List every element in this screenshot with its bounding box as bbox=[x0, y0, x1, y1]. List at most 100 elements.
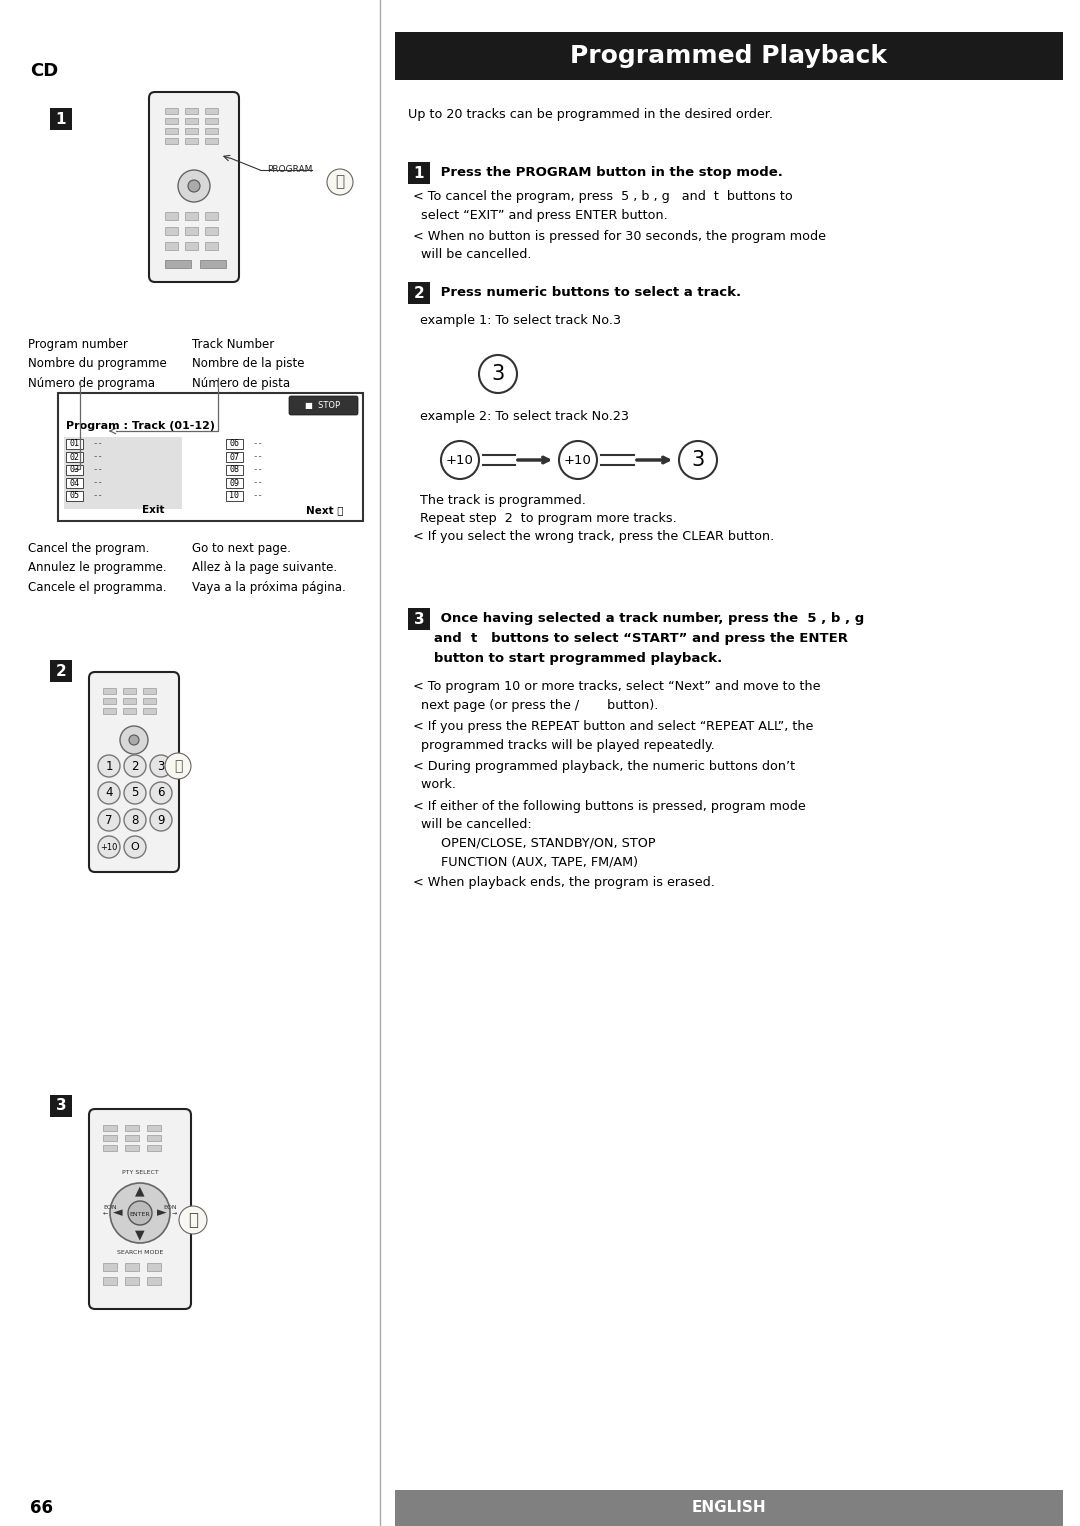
Text: < During programmed playback, the numeric buttons don’t
  work.: < During programmed playback, the numeri… bbox=[413, 760, 795, 792]
Text: 1: 1 bbox=[105, 760, 112, 772]
Bar bbox=[205, 137, 218, 143]
Bar bbox=[395, 32, 1063, 79]
Bar bbox=[125, 1144, 139, 1151]
Bar bbox=[226, 439, 243, 449]
Text: Up to 20 tracks can be programmed in the desired order.: Up to 20 tracks can be programmed in the… bbox=[408, 108, 773, 121]
Text: 07: 07 bbox=[229, 453, 240, 461]
Bar bbox=[123, 688, 136, 694]
Text: Cancel the program.
Annulez le programme.
Cancele el programma.: Cancel the program. Annulez le programme… bbox=[28, 542, 166, 594]
Text: --: -- bbox=[252, 453, 262, 461]
Text: < If you press the REPEAT button and select “REPEAT ALL”, the
  programmed track: < If you press the REPEAT button and sel… bbox=[413, 720, 813, 751]
Text: Go to next page.
Allez à la page suivante.
Vaya a la próxima página.: Go to next page. Allez à la page suivant… bbox=[192, 542, 346, 594]
Text: +10: +10 bbox=[564, 453, 592, 467]
Circle shape bbox=[129, 1201, 152, 1225]
Bar bbox=[123, 708, 136, 714]
Text: PROGRAM: PROGRAM bbox=[267, 165, 312, 174]
Text: ▼: ▼ bbox=[135, 1228, 145, 1242]
Text: --: -- bbox=[92, 439, 103, 449]
Circle shape bbox=[98, 836, 120, 858]
Bar bbox=[123, 697, 136, 703]
Text: --: -- bbox=[92, 465, 103, 475]
Text: 06: 06 bbox=[229, 439, 240, 449]
Bar bbox=[205, 243, 218, 250]
Text: < To program 10 or more tracks, select “Next” and move to the
  next page (or pr: < To program 10 or more tracks, select “… bbox=[413, 681, 821, 711]
Circle shape bbox=[124, 809, 146, 832]
Text: CD: CD bbox=[30, 63, 58, 79]
Bar bbox=[395, 1489, 1063, 1526]
Bar bbox=[147, 1277, 161, 1285]
Text: --: -- bbox=[92, 479, 103, 487]
Text: 03: 03 bbox=[69, 465, 80, 475]
Text: EON
→: EON → bbox=[163, 1204, 177, 1215]
Bar bbox=[66, 452, 83, 462]
Text: ▲: ▲ bbox=[135, 1184, 145, 1198]
Bar bbox=[185, 118, 198, 124]
Text: ENTER: ENTER bbox=[130, 1212, 150, 1216]
Bar bbox=[64, 436, 183, 510]
Text: 2: 2 bbox=[56, 664, 66, 679]
Text: The track is programmed.: The track is programmed. bbox=[420, 494, 585, 507]
Text: example 1: To select track No.3: example 1: To select track No.3 bbox=[420, 314, 621, 327]
Circle shape bbox=[178, 169, 210, 201]
Text: ◄: ◄ bbox=[113, 1207, 123, 1219]
Bar bbox=[165, 118, 178, 124]
Bar bbox=[125, 1135, 139, 1141]
Bar bbox=[165, 212, 178, 220]
Text: 3: 3 bbox=[691, 450, 704, 470]
FancyBboxPatch shape bbox=[289, 397, 357, 415]
Circle shape bbox=[441, 441, 480, 479]
Bar bbox=[185, 243, 198, 250]
Text: 7: 7 bbox=[105, 813, 112, 827]
Circle shape bbox=[150, 781, 172, 804]
Text: 3: 3 bbox=[491, 365, 504, 385]
Bar bbox=[103, 1125, 117, 1131]
Text: Program number
Nombre du programme
Número de programa: Program number Nombre du programme Númer… bbox=[28, 337, 166, 391]
Bar bbox=[66, 439, 83, 449]
Text: ✋: ✋ bbox=[336, 174, 345, 189]
Circle shape bbox=[188, 180, 200, 192]
Text: 1: 1 bbox=[414, 165, 424, 180]
Text: Press the PROGRAM button in the stop mode.: Press the PROGRAM button in the stop mod… bbox=[436, 166, 783, 179]
Text: --: -- bbox=[92, 491, 103, 501]
Text: 9: 9 bbox=[158, 813, 165, 827]
Text: 66: 66 bbox=[30, 1499, 53, 1517]
Text: example 2: To select track No.23: example 2: To select track No.23 bbox=[420, 410, 629, 423]
Circle shape bbox=[98, 755, 120, 777]
Bar bbox=[58, 394, 363, 520]
Bar bbox=[143, 688, 156, 694]
Text: 1: 1 bbox=[56, 111, 66, 127]
Bar bbox=[226, 478, 243, 488]
Text: --: -- bbox=[252, 479, 262, 487]
Text: --: -- bbox=[92, 453, 103, 461]
Text: +10: +10 bbox=[446, 453, 474, 467]
Bar bbox=[205, 227, 218, 235]
Circle shape bbox=[110, 1183, 170, 1244]
Bar bbox=[165, 243, 178, 250]
Bar bbox=[103, 1264, 117, 1271]
Bar bbox=[200, 259, 226, 269]
Text: 05: 05 bbox=[69, 491, 80, 501]
Text: 3: 3 bbox=[414, 612, 424, 627]
Text: < To cancel the program, press  5 , b , g   and  t  buttons to
  select “EXIT” a: < To cancel the program, press 5 , b , g… bbox=[413, 191, 793, 221]
Text: 10: 10 bbox=[229, 491, 240, 501]
Circle shape bbox=[559, 441, 597, 479]
Text: 3: 3 bbox=[158, 760, 164, 772]
Text: --: -- bbox=[252, 465, 262, 475]
Text: Exit: Exit bbox=[141, 505, 164, 514]
Text: 08: 08 bbox=[229, 465, 240, 475]
Text: < If you select the wrong track, press the CLEAR button.: < If you select the wrong track, press t… bbox=[413, 530, 774, 543]
Bar bbox=[143, 708, 156, 714]
Text: +10: +10 bbox=[100, 842, 118, 852]
FancyBboxPatch shape bbox=[149, 92, 239, 282]
Text: 09: 09 bbox=[229, 479, 240, 487]
Circle shape bbox=[120, 726, 148, 754]
Text: --: -- bbox=[252, 439, 262, 449]
Bar bbox=[185, 137, 198, 143]
FancyBboxPatch shape bbox=[89, 1109, 191, 1309]
Text: < When playback ends, the program is erased.: < When playback ends, the program is era… bbox=[413, 876, 715, 890]
Bar bbox=[103, 1135, 117, 1141]
Text: Track Number
Nombre de la piste
Número de pista: Track Number Nombre de la piste Número d… bbox=[192, 337, 305, 391]
Circle shape bbox=[98, 809, 120, 832]
Text: PTY SELECT: PTY SELECT bbox=[122, 1169, 159, 1175]
Bar bbox=[226, 465, 243, 475]
